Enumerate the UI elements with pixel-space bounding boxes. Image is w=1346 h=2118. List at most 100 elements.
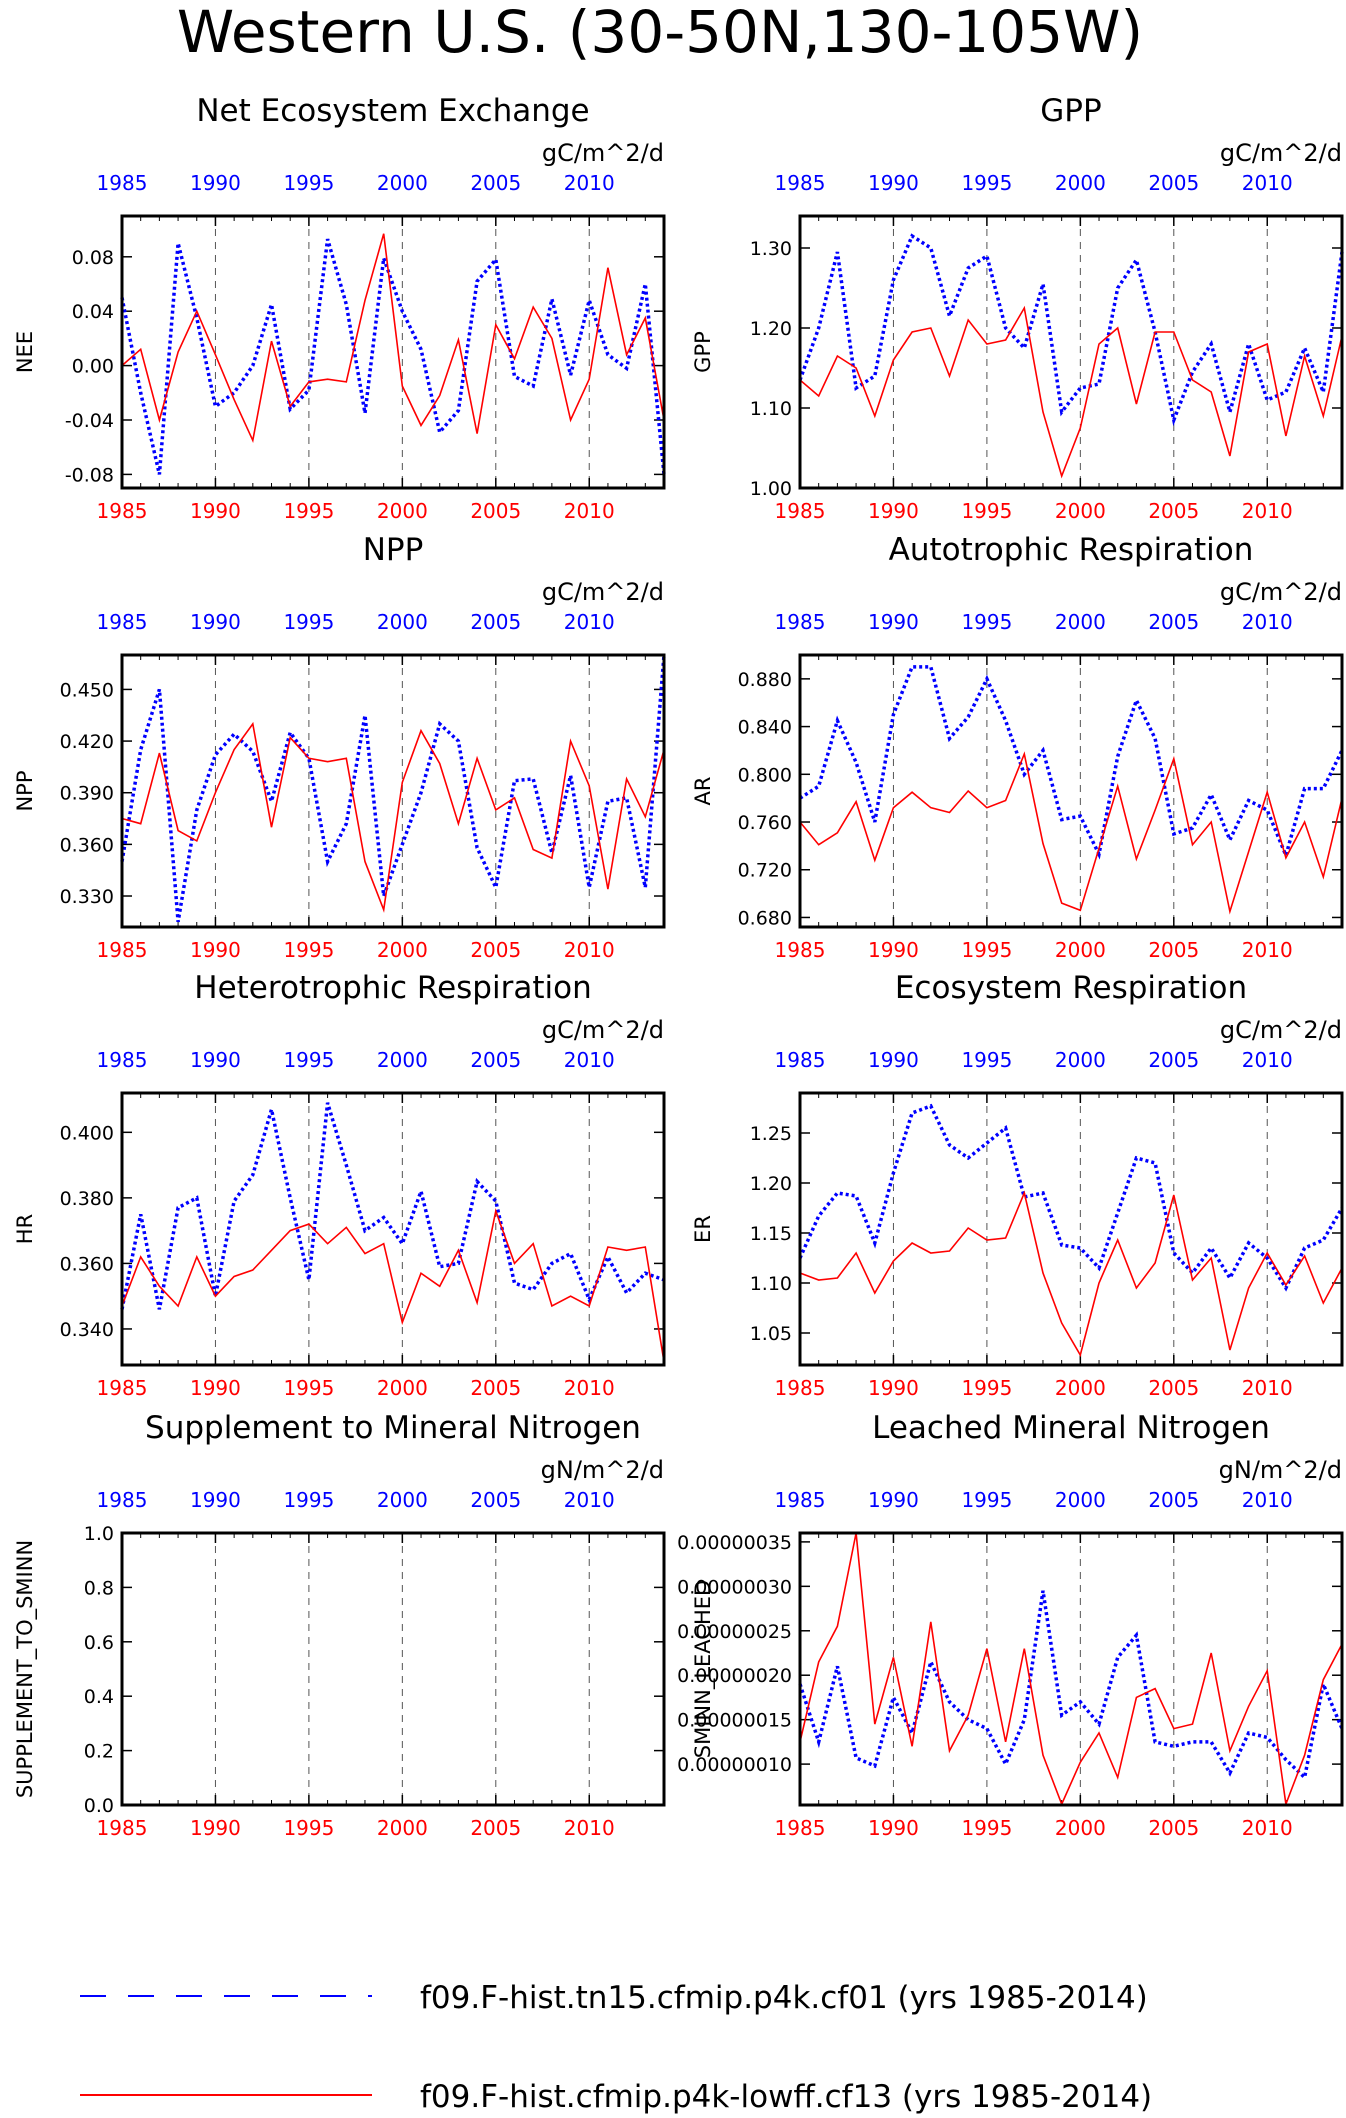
- y-tick-label: 0.04: [72, 301, 114, 323]
- x-tick-label-bottom: 1985: [97, 1376, 148, 1400]
- x-tick-label-bottom: 2010: [564, 1376, 615, 1400]
- y-axis-label: HR: [13, 1214, 37, 1244]
- x-tick-label-top: 1985: [97, 610, 148, 634]
- x-tick-label-top: 1990: [190, 171, 241, 195]
- x-tick-label-bottom: 1985: [97, 499, 148, 523]
- series-line-case2: [799, 305, 1343, 479]
- y-tick-label: 0.6: [84, 1632, 114, 1654]
- y-tick-label: 0.00000015: [677, 1710, 792, 1732]
- y-tick-label: 0.800: [738, 764, 792, 786]
- x-tick-label-bottom: 1985: [775, 499, 826, 523]
- y-axis-label: AR: [691, 777, 715, 806]
- y-axis-label: GPP: [691, 331, 715, 373]
- y-tick-label: 1.15: [750, 1223, 792, 1245]
- x-tick-label-top: 2005: [1148, 1048, 1199, 1072]
- y-tick-label: 0.00000030: [677, 1576, 792, 1598]
- x-tick-label-bottom: 1995: [283, 938, 334, 962]
- x-tick-label-top: 1990: [868, 1488, 919, 1512]
- series-line-case1: [120, 1102, 665, 1310]
- y-tick-label: 0.720: [738, 860, 792, 882]
- y-tick-label: 1.0: [84, 1523, 114, 1545]
- chart-panel: Autotrophic Respiration gC/m^2/d AR 1985 198…: [691, 532, 1344, 962]
- series-line-case2: [799, 1532, 1343, 1807]
- y-tick-label: 1.30: [750, 238, 792, 260]
- units-label: gN/m^2/d: [1219, 1456, 1342, 1484]
- y-tick-label: 0.680: [738, 907, 792, 929]
- x-tick-label-bottom: 1995: [961, 499, 1012, 523]
- plot-frame: [798, 1531, 1344, 1807]
- y-tick-label: 0.330: [60, 886, 114, 908]
- x-tick-label-top: 2000: [1055, 610, 1106, 634]
- y-tick-label: 0.4: [84, 1686, 114, 1708]
- y-tick-label: 0.380: [60, 1188, 114, 1210]
- x-tick-label-top: 2005: [1148, 610, 1199, 634]
- x-tick-label-bottom: 2000: [1055, 499, 1106, 523]
- x-tick-label-top: 1995: [283, 171, 334, 195]
- x-tick-label-bottom: 2010: [1242, 1376, 1293, 1400]
- x-tick-label-bottom: 2000: [1055, 938, 1106, 962]
- units-label: gC/m^2/d: [1220, 578, 1342, 606]
- chart-panel: Supplement to Mineral Nitrogen gN/m^2/d SU…: [13, 1410, 666, 1840]
- x-tick-label-bottom: 2000: [377, 1376, 428, 1400]
- x-tick-label-bottom: 1985: [775, 1816, 826, 1840]
- y-axis-label: NEE: [13, 331, 37, 373]
- y-tick-label: -0.04: [65, 410, 114, 432]
- y-axis-label: SMINN_LEACHED: [691, 1580, 716, 1758]
- legend: f09.F-hist.tn15.cfmip.p4k.cf01 (yrs 1985…: [80, 1980, 1152, 2115]
- x-tick-label-bottom: 1990: [868, 1816, 919, 1840]
- x-tick-label-top: 2010: [1242, 1488, 1293, 1512]
- x-tick-label-top: 2000: [377, 1488, 428, 1512]
- y-tick-label: 0.8: [84, 1577, 114, 1599]
- x-tick-label-top: 1995: [283, 1048, 334, 1072]
- plot-frame: [798, 653, 1344, 929]
- x-tick-label-top: 1990: [868, 1048, 919, 1072]
- x-tick-label-top: 2010: [564, 1488, 615, 1512]
- chart-panel: Heterotrophic Respiration gC/m^2/d HR 1985 1…: [13, 970, 666, 1400]
- y-tick-label: 0.390: [60, 783, 114, 805]
- series-line-case2: [121, 233, 665, 444]
- x-tick-label-top: 1985: [775, 171, 826, 195]
- y-tick-label: 0.450: [60, 679, 114, 701]
- units-label: gC/m^2/d: [542, 1016, 664, 1044]
- x-tick-label-bottom: 1990: [190, 938, 241, 962]
- chart-panel: Leached Mineral Nitrogen gN/m^2/d SMINN_LE…: [677, 1410, 1344, 1840]
- x-tick-label-bottom: 2005: [1148, 938, 1199, 962]
- x-tick-label-top: 2005: [470, 1488, 521, 1512]
- x-tick-label-top: 2000: [377, 171, 428, 195]
- x-tick-label-top: 1995: [961, 171, 1012, 195]
- units-label: gC/m^2/d: [542, 578, 664, 606]
- x-tick-label-bottom: 2010: [564, 938, 615, 962]
- x-tick-label-bottom: 1990: [190, 1376, 241, 1400]
- x-tick-label-bottom: 2005: [1148, 499, 1199, 523]
- series-line-case1: [798, 233, 1344, 427]
- x-tick-label-bottom: 1995: [961, 938, 1012, 962]
- y-tick-label: 0.00: [72, 356, 114, 378]
- x-tick-label-bottom: 2000: [377, 1816, 428, 1840]
- y-tick-label: 0.00000020: [677, 1665, 792, 1687]
- series-line-case2: [799, 1190, 1343, 1358]
- y-tick-label: 0.00000010: [677, 1754, 792, 1776]
- chart-panel: Net Ecosystem Exchange gC/m^2/d NEE 1985 198…: [13, 93, 666, 523]
- x-tick-label-bottom: 2005: [1148, 1816, 1199, 1840]
- chart-title: NPP: [363, 532, 424, 568]
- y-tick-label: 0.08: [72, 247, 114, 269]
- x-tick-label-top: 1990: [190, 1488, 241, 1512]
- x-tick-label-top: 1995: [961, 1048, 1012, 1072]
- series-line-case1: [798, 1590, 1344, 1781]
- series-line-case1: [120, 654, 666, 923]
- x-tick-label-top: 2010: [1242, 610, 1293, 634]
- x-tick-label-bottom: 2010: [1242, 938, 1293, 962]
- series-line-case1: [120, 238, 666, 475]
- y-tick-label: 0.340: [60, 1319, 114, 1341]
- y-tick-label: 1.20: [750, 1173, 792, 1195]
- x-tick-label-bottom: 1995: [283, 499, 334, 523]
- x-tick-label-top: 1985: [775, 610, 826, 634]
- x-tick-label-top: 2000: [1055, 1488, 1106, 1512]
- y-tick-label: 0.880: [738, 669, 792, 691]
- y-axis-label: SUPPLEMENT_TO_SMINN: [13, 1540, 38, 1798]
- x-tick-label-bottom: 1990: [190, 1816, 241, 1840]
- chart-title: Net Ecosystem Exchange: [196, 93, 589, 129]
- plot-frame: [798, 214, 1344, 490]
- x-tick-label-top: 1990: [190, 1048, 241, 1072]
